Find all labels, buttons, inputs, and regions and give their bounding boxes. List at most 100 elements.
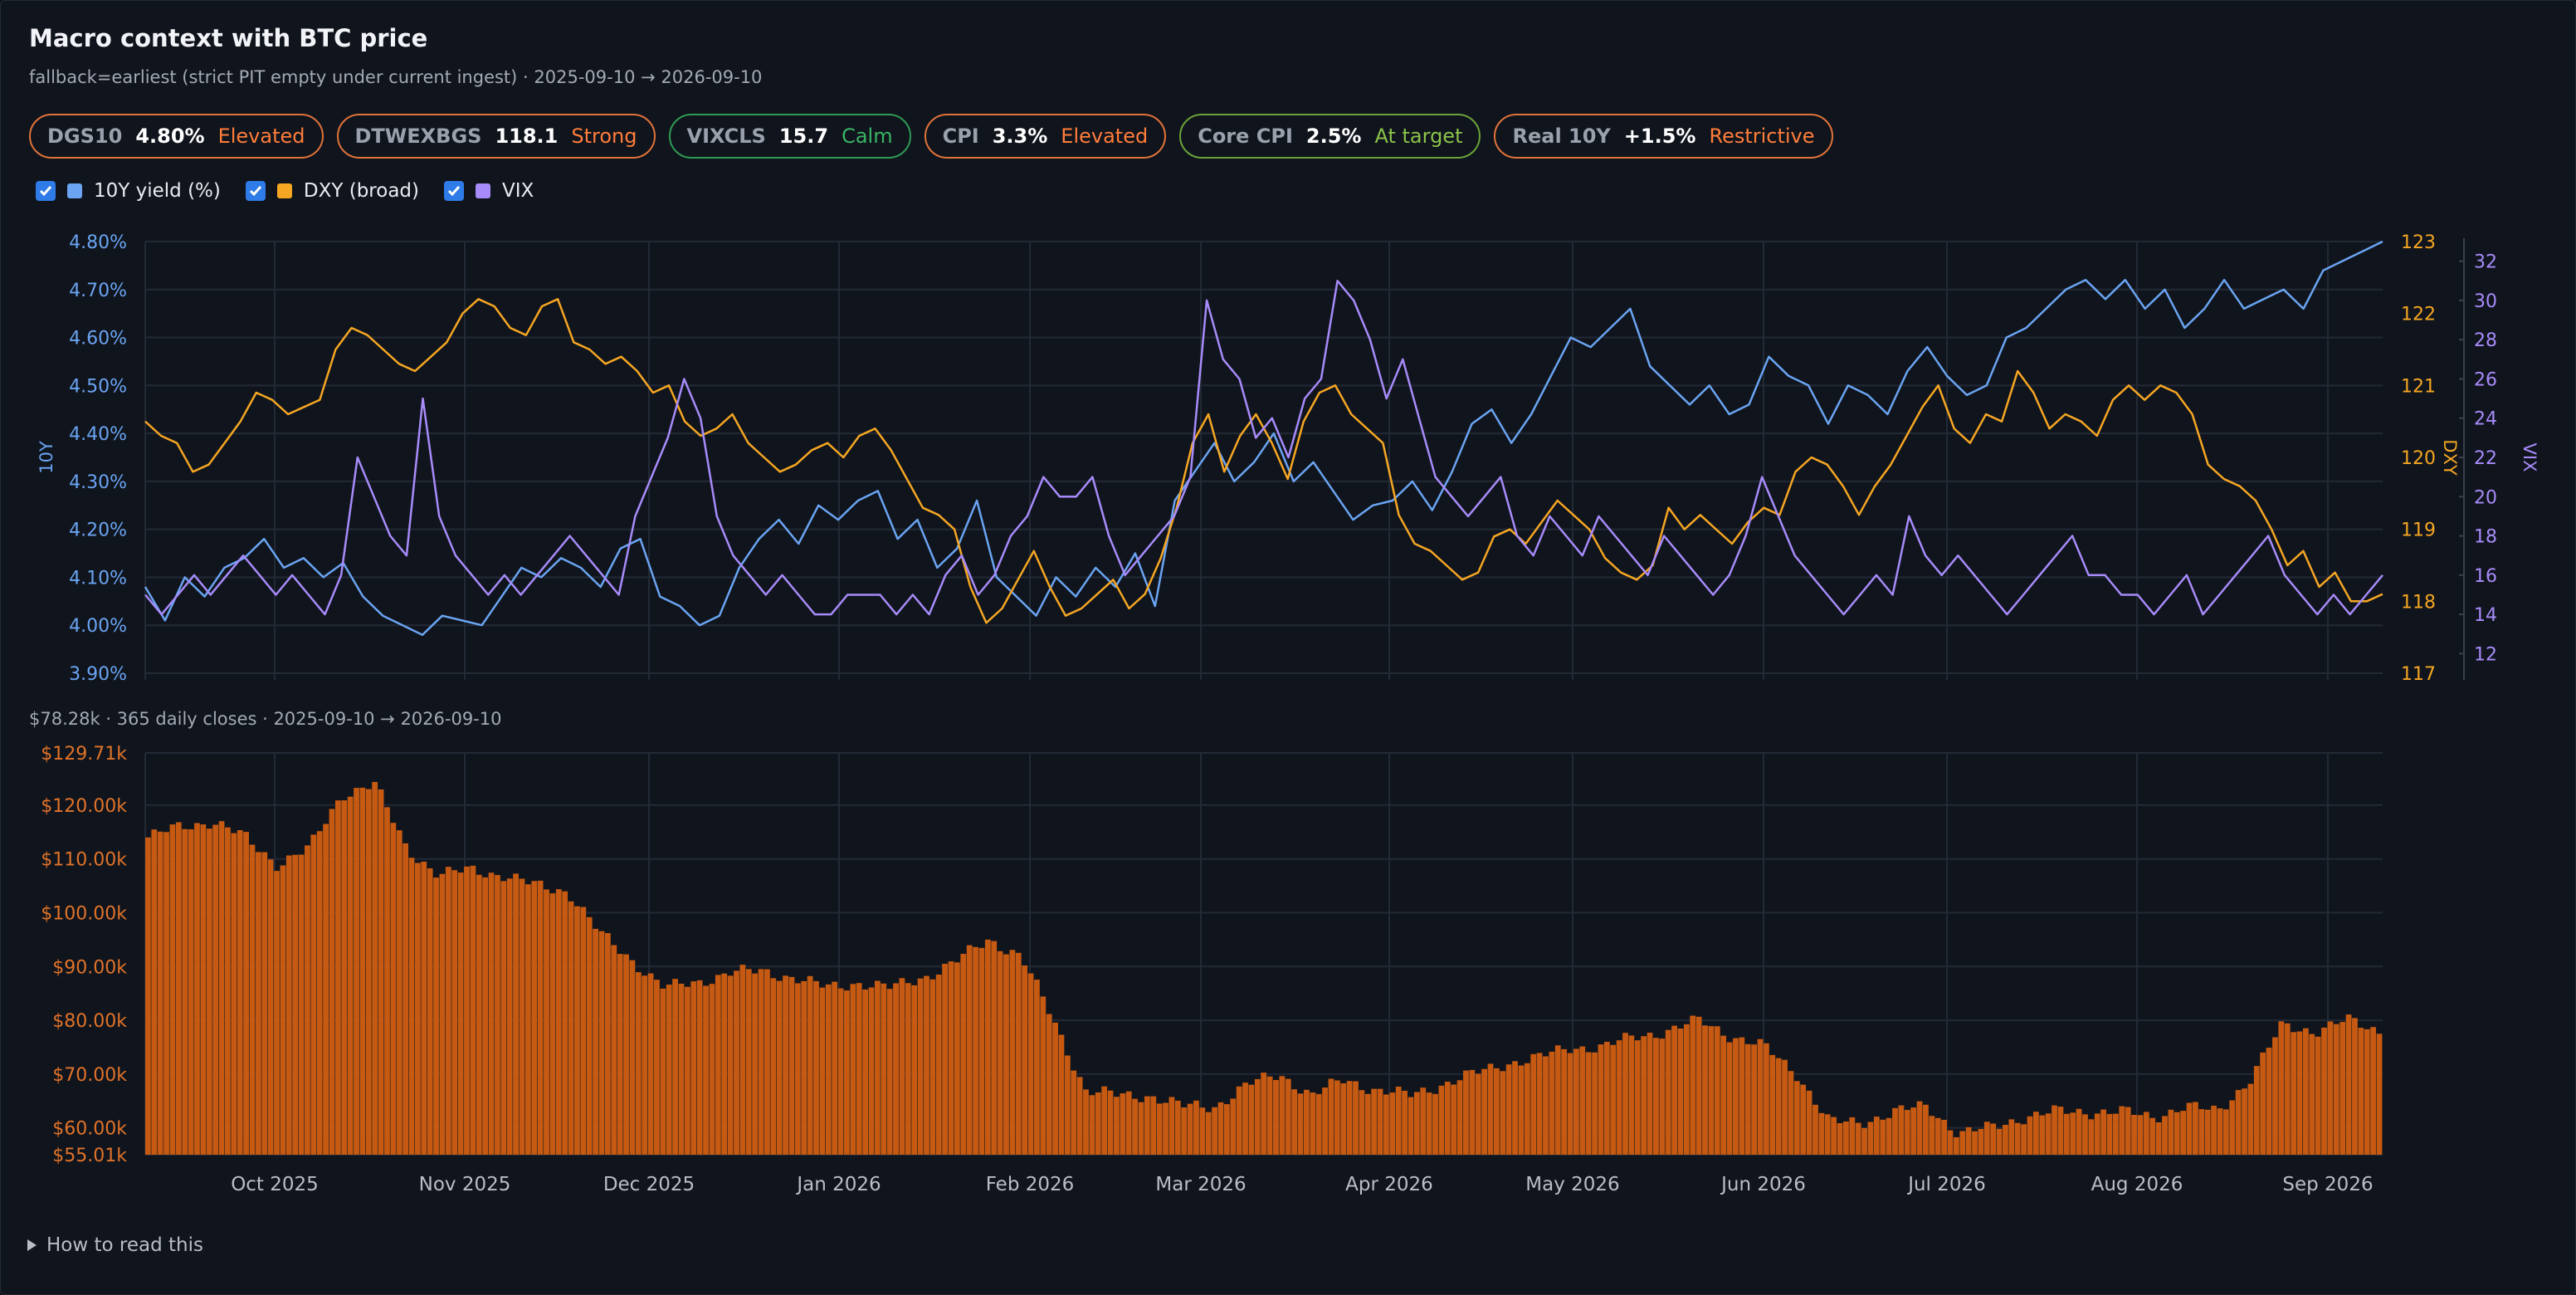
legend-item-dxy[interactable]: DXY (broad) <box>245 180 419 202</box>
pill-dgs10[interactable]: DGS10 4.80% Elevated <box>29 114 324 159</box>
pill-dtwexbgs[interactable]: DTWEXBGS 118.1 Strong <box>336 114 656 159</box>
checkbox-10y[interactable] <box>36 181 56 201</box>
btc-bar <box>1144 1096 1150 1155</box>
btc-bar <box>758 969 764 1155</box>
pill-value: 2.5% <box>1305 125 1362 148</box>
btc-bar <box>470 865 476 1155</box>
checkbox-vix[interactable] <box>443 181 464 201</box>
btc-bar <box>1009 950 1016 1155</box>
line-series-dxy <box>144 298 2383 624</box>
x-tick-label: May 2026 <box>1525 1174 1619 1195</box>
btc-bar <box>1205 1112 1212 1155</box>
pill-cpi[interactable]: CPI 3.3% Elevated <box>924 114 1167 159</box>
btc-bar <box>1420 1087 1427 1155</box>
btc-bar <box>2027 1116 2033 1155</box>
btc-bar <box>739 965 746 1155</box>
btc-bar <box>2291 1032 2296 1155</box>
expand-triangle-icon <box>27 1239 37 1251</box>
y-tick-label-btc: $60.00k <box>52 1119 127 1140</box>
btc-bar <box>905 983 911 1155</box>
macro-line-chart[interactable]: 3.90% 4.00% 4.10% 4.20% 4.30% 4.40% 4.50% 4.60%… <box>1 208 2576 706</box>
btc-bar <box>316 831 323 1155</box>
btc-bar <box>1285 1078 1291 1155</box>
btc-bar <box>1720 1035 1727 1155</box>
pill-real-10y[interactable]: Real 10Y +1.5% Restrictive <box>1494 114 1833 159</box>
legend-item-vix[interactable]: VIX <box>443 180 534 202</box>
btc-bar <box>776 980 783 1155</box>
btc-bar <box>721 973 728 1155</box>
btc-bar <box>1322 1087 1328 1155</box>
btc-bar <box>2321 1027 2327 1155</box>
btc-bar <box>2057 1107 2064 1155</box>
legend-item-10y[interactable]: 10Y yield (%) <box>36 180 221 202</box>
y-tick-label-10y: 4.80% <box>69 232 127 253</box>
btc-bar <box>2143 1112 2149 1155</box>
how-to-read-toggle[interactable]: How to read this <box>27 1234 203 1256</box>
btc-bar <box>1402 1091 1408 1155</box>
x-tick-label: Oct 2025 <box>231 1174 319 1195</box>
btc-bar <box>1181 1107 1188 1155</box>
btc-bar <box>862 990 868 1155</box>
swatch-vix <box>475 183 490 198</box>
pill-core-cpi[interactable]: Core CPI 2.5% At target <box>1179 114 1481 159</box>
btc-bar <box>2125 1107 2131 1155</box>
pill-key: Real 10Y <box>1512 125 1611 148</box>
btc-bar <box>1426 1092 1432 1155</box>
btc-bar <box>1886 1117 1892 1155</box>
btc-bar <box>1824 1114 1831 1155</box>
y-tick-label-10y: 3.90% <box>69 664 127 685</box>
btc-bar <box>1585 1052 1592 1155</box>
btc-bar <box>696 980 703 1155</box>
pill-key: CPI <box>942 125 979 148</box>
btc-bar <box>2021 1124 2027 1155</box>
btc-bar <box>1150 1096 1157 1155</box>
pill-vixcls[interactable]: VIXCLS 15.7 Calm <box>668 114 911 159</box>
btc-bar <box>2222 1109 2229 1155</box>
btc-bar <box>2149 1117 2156 1155</box>
btc-bar <box>1058 1034 1065 1155</box>
btc-bar <box>1451 1084 1457 1155</box>
btc-bar <box>1291 1089 1298 1155</box>
btc-bar <box>752 973 759 1155</box>
page-title: Macro context with BTC price <box>29 24 428 52</box>
checkbox-dxy[interactable] <box>245 181 266 201</box>
btc-bar <box>2253 1066 2260 1155</box>
btc-bar <box>1223 1104 1230 1155</box>
btc-bar <box>924 975 929 1155</box>
btc-bar <box>2063 1113 2070 1155</box>
btc-bar <box>1554 1045 1561 1155</box>
btc-bar <box>1665 1029 1671 1155</box>
btc-bar <box>2260 1052 2266 1155</box>
btc-bar <box>942 964 949 1155</box>
btc-bar <box>188 829 194 1155</box>
btc-bar <box>1690 1015 1696 1155</box>
btc-bar <box>1800 1084 1807 1155</box>
btc-bar <box>960 954 967 1155</box>
btc-bar <box>225 827 231 1155</box>
y-tick-label-10y: 4.50% <box>69 376 127 397</box>
btc-bar <box>1273 1080 1279 1155</box>
btc-bar <box>2333 1024 2339 1155</box>
btc-bar <box>2302 1028 2309 1155</box>
btc-bar <box>1022 965 1028 1155</box>
btc-bar <box>1880 1119 1886 1155</box>
btc-bar <box>482 877 489 1155</box>
line-series-vix <box>144 280 2383 616</box>
x-tick-label: Mar 2026 <box>1155 1174 1246 1195</box>
legend-label-10y: 10Y yield (%) <box>94 180 221 202</box>
btc-bar <box>1892 1107 1898 1155</box>
btc-bar <box>727 975 734 1155</box>
btc-bar <box>2235 1090 2242 1155</box>
btc-bar <box>593 928 598 1155</box>
btc-bar <box>734 970 739 1155</box>
x-tick-label: Jul 2026 <box>1906 1174 1986 1195</box>
y-tick-label-dxy: 119 <box>2401 520 2436 541</box>
btc-bar-chart[interactable]: $55.01k $60.00k $70.00k $80.00k $90.00k $100.… <box>1 731 2576 1196</box>
y-tick-label-vix: 22 <box>2474 448 2497 469</box>
btc-bar <box>255 852 261 1155</box>
btc-bar <box>506 878 513 1155</box>
btc-bar <box>231 833 237 1155</box>
btc-bar <box>1212 1107 1218 1155</box>
btc-bar <box>464 866 470 1155</box>
btc-bar <box>666 985 672 1155</box>
